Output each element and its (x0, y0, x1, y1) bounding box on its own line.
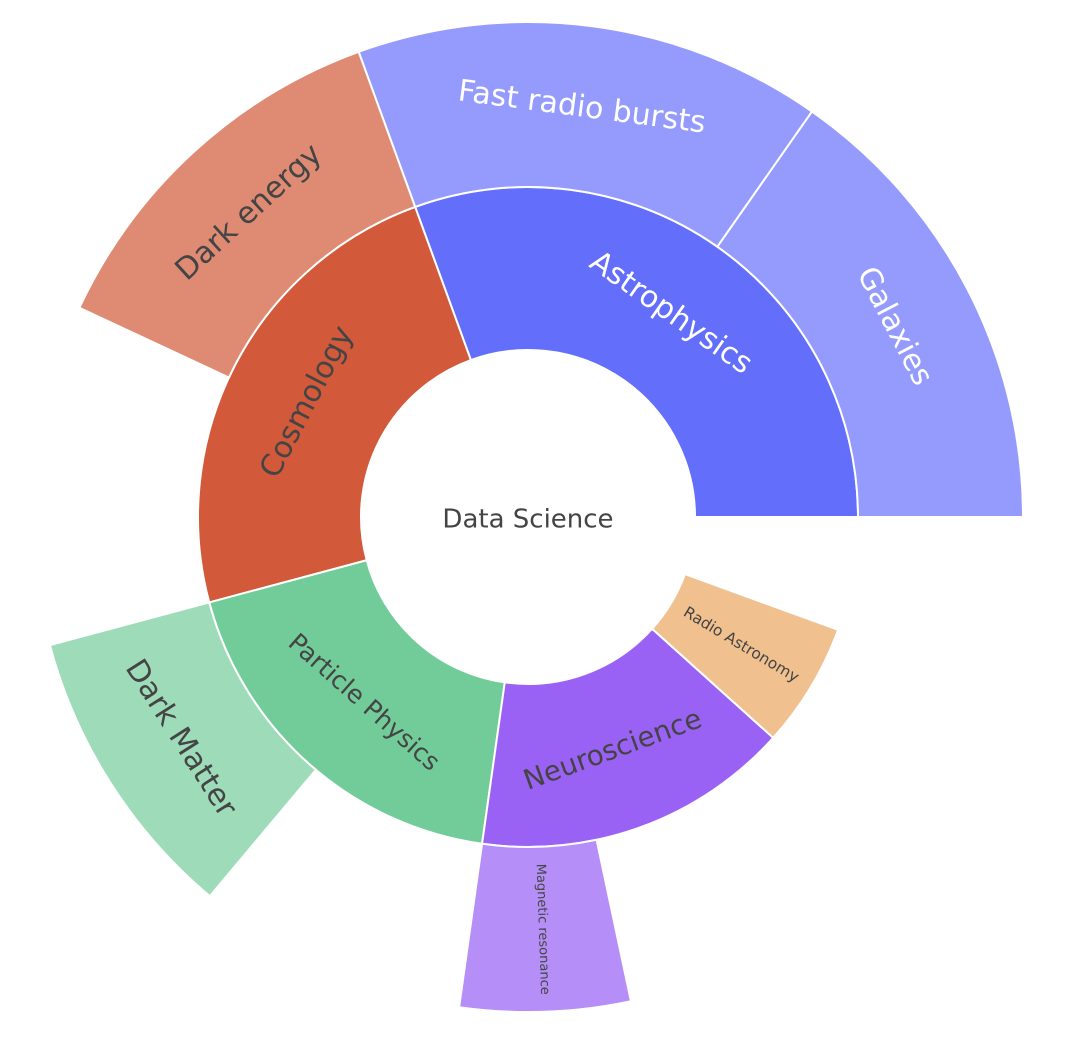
sunburst-segments (48, 21, 1025, 1013)
outer-segment-dark-energy[interactable] (78, 50, 417, 379)
outer-segment-dark-matter[interactable] (48, 601, 318, 898)
outer-segment-fast-radio-bursts[interactable] (357, 21, 814, 249)
outer-segment-magnetic-resonance[interactable] (457, 838, 633, 1013)
outer-segment-galaxies[interactable] (715, 110, 1025, 518)
outer-label-magnetic-resonance: Magnetic resonance (533, 864, 553, 995)
root-label: Data Science (442, 505, 613, 535)
inner-segment-radio-astronomy[interactable] (650, 572, 840, 740)
